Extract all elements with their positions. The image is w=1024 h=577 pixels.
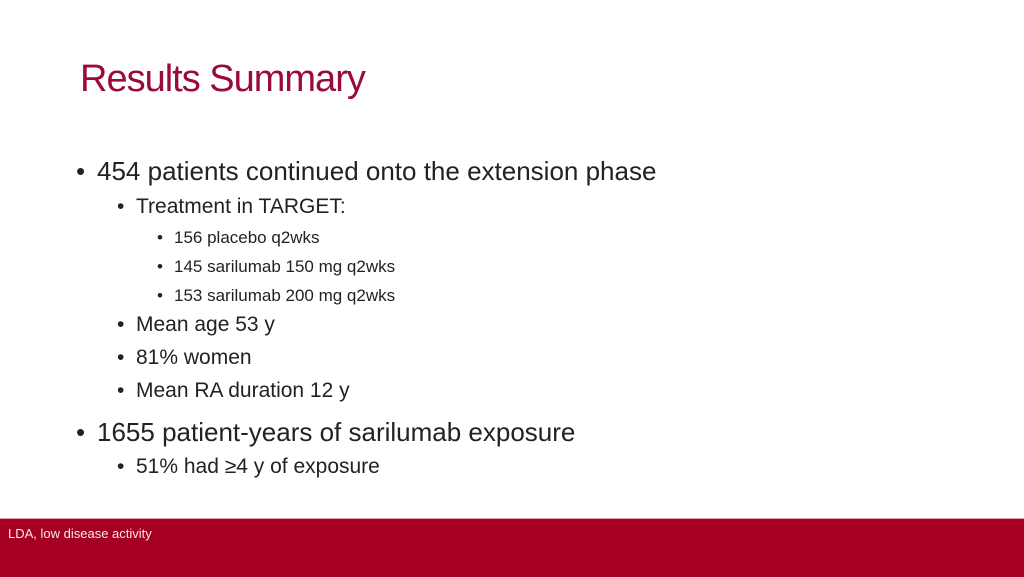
bullet-level2: • Treatment in TARGET: <box>117 195 346 218</box>
bullet-level2: • Mean RA duration 12 y <box>117 379 350 402</box>
bullet-level2: • 81% women <box>117 346 252 369</box>
footnote: LDA, low disease activity <box>8 526 152 541</box>
bullet-level2: • Mean age 53 y <box>117 313 275 336</box>
bullet-level1: • 454 patients continued onto the extensi… <box>76 156 657 186</box>
footer-bar: LDA, low disease activity <box>0 518 1024 577</box>
bullet-level2: • 51% had ≥4 y of exposure <box>117 455 380 478</box>
bullet-level1: • 1655 patient-years of sarilumab exposur… <box>76 417 576 447</box>
bullet-level3: • 145 sarilumab 150 mg q2wks <box>157 257 396 276</box>
slide-title: Results Summary <box>80 58 366 100</box>
bullet-level3: • 156 placebo q2wks <box>157 228 320 247</box>
bullet-level3: • 153 sarilumab 200 mg q2wks <box>157 286 396 305</box>
